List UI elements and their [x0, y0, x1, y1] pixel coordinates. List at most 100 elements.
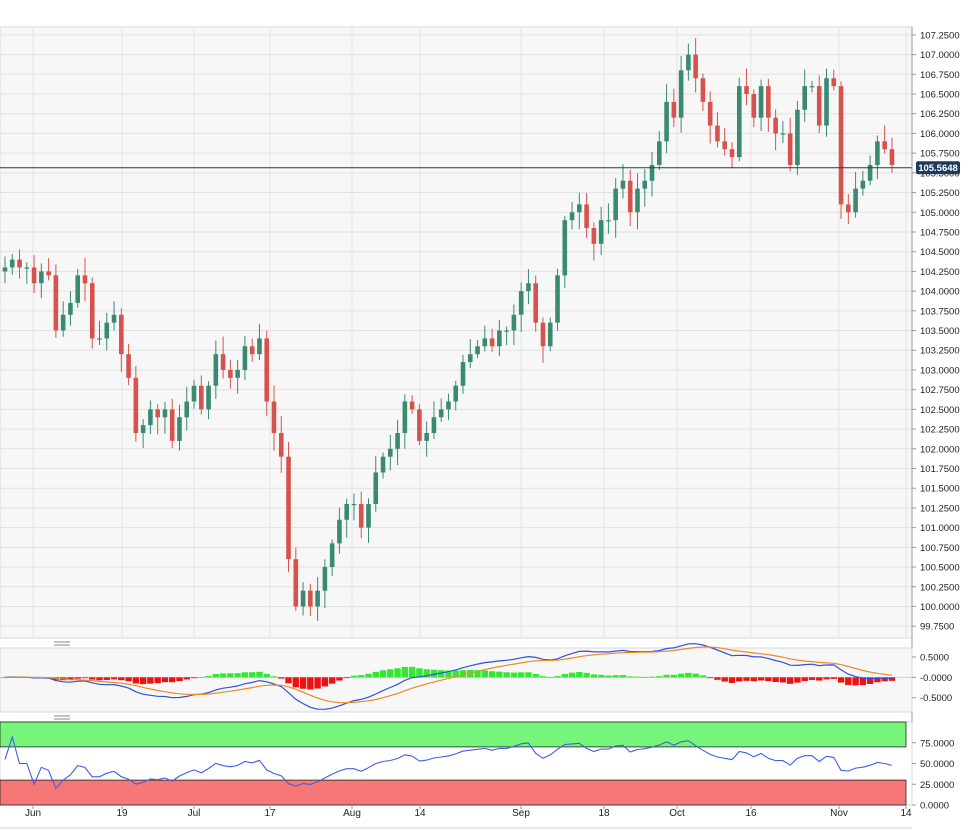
macd-histogram-bar [634, 676, 641, 678]
macd-histogram-bar [481, 670, 489, 678]
macd-histogram-bar [379, 670, 387, 678]
candle [402, 394, 408, 449]
candle [184, 386, 190, 431]
price-tick-label: 100.0000 [920, 602, 960, 613]
price-tick-label: 104.5000 [920, 247, 960, 258]
candle [671, 88, 677, 128]
candle [126, 343, 131, 386]
candle [119, 308, 124, 373]
macd-histogram-bar [736, 677, 743, 682]
macd-histogram-bar [1, 677, 9, 679]
candle [278, 415, 284, 473]
candle [366, 498, 371, 543]
candle [235, 359, 240, 394]
rsi-tick-label: 50.0000 [920, 759, 954, 770]
macd-histogram-bar [554, 676, 561, 678]
candle [453, 380, 459, 411]
candle [664, 84, 669, 154]
candle [700, 73, 706, 112]
candle [17, 249, 22, 279]
macd-histogram-bar [750, 677, 758, 682]
macd-histogram-bar [198, 677, 205, 678]
macd-histogram-bar [830, 677, 837, 679]
macd-histogram-bar [699, 675, 707, 678]
macd-histogram-bar [408, 666, 416, 678]
rsi-oversold-zone [0, 779, 907, 806]
macd-histogram-bar [677, 673, 685, 678]
macd-histogram-bar [583, 672, 590, 678]
price-tick-label: 102.7500 [920, 385, 960, 396]
candle [824, 68, 829, 137]
macd-histogram-bar [627, 676, 634, 678]
macd-histogram-bar [874, 677, 881, 683]
candle [816, 75, 822, 134]
macd-histogram-bar [321, 677, 329, 687]
macd-histogram-bar [517, 672, 525, 678]
price-tick-label: 102.0000 [920, 444, 960, 455]
macd-histogram-bar [219, 673, 227, 678]
macd-resize-handle[interactable] [54, 641, 70, 646]
candle [206, 381, 211, 420]
price-tick-label: 104.2500 [920, 267, 960, 278]
candle [518, 282, 524, 332]
candle [177, 404, 182, 451]
candle [635, 173, 640, 230]
macd-histogram-bar [387, 669, 394, 678]
candle [31, 255, 37, 293]
macd-histogram-bar [808, 677, 816, 680]
candle [315, 577, 320, 621]
macd-histogram-bar [525, 672, 532, 678]
candle [264, 330, 270, 417]
macd-histogram-bar [103, 677, 110, 680]
macd-histogram-bar [67, 677, 74, 680]
macd-histogram-bar [888, 677, 896, 681]
price-tick-label: 100.7500 [920, 543, 960, 554]
candle [802, 69, 807, 122]
time-axis: Jun 19 Jul 17 Aug 14 Sep 18 Oct 16 Nov 14 [0, 805, 912, 829]
price-tick-label: 101.0000 [920, 523, 960, 534]
macd-tick-label: 0.5000 [920, 652, 949, 663]
macd-histogram-bar [721, 677, 728, 682]
current-price-tag: 105.5648 [916, 161, 960, 175]
candle [424, 421, 429, 457]
rsi-resize-handle[interactable] [54, 715, 70, 720]
macd-histogram-bar [307, 677, 314, 690]
candle [344, 498, 349, 538]
candle [89, 277, 95, 349]
macd-histogram-bar [205, 675, 212, 678]
candle [460, 354, 466, 394]
macd-histogram-bar [183, 677, 190, 680]
candle [715, 112, 720, 148]
candle [308, 583, 313, 616]
candle [257, 323, 262, 360]
time-tick-label: Oct [669, 808, 685, 819]
macd-histogram-bar [786, 677, 794, 684]
candle [169, 398, 175, 449]
macd-histogram-bar [96, 677, 103, 681]
candle [831, 69, 837, 91]
price-tick-label: 106.7500 [920, 70, 960, 81]
macd-histogram-bar [154, 677, 161, 684]
rsi-overbought-zone [0, 721, 907, 748]
macd-histogram-bar [118, 677, 125, 681]
candle [82, 258, 88, 301]
candle [60, 301, 66, 337]
candle [766, 78, 771, 133]
macd-histogram-bar [568, 672, 576, 678]
candle [875, 135, 880, 180]
candle [337, 507, 342, 554]
candle [526, 269, 531, 305]
price-tick-label: 103.0000 [920, 365, 960, 376]
candle [2, 256, 8, 284]
candle [722, 127, 728, 156]
candlesticks [2, 38, 895, 621]
macd-histogram-bar [474, 670, 481, 678]
time-tick-label: 14 [414, 808, 426, 819]
candle [707, 91, 713, 144]
candle [489, 328, 495, 352]
candle [657, 131, 662, 170]
macd-histogram-bar [706, 677, 714, 679]
candle [417, 404, 422, 446]
candle [497, 319, 502, 357]
candle [9, 253, 15, 275]
